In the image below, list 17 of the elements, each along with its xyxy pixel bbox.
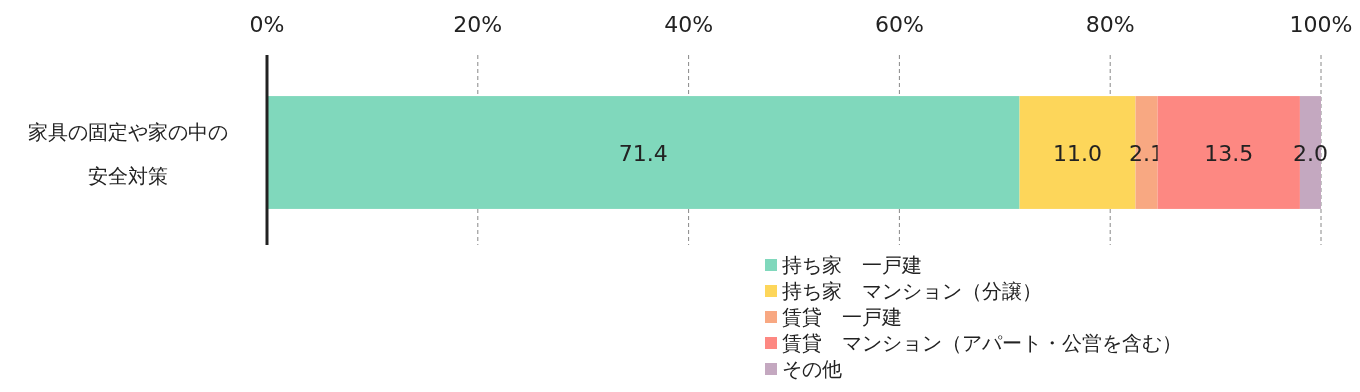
- x-tick-label: 100%: [1289, 12, 1353, 37]
- legend-label: 賃貸 マンション（アパート・公営を含む）: [782, 331, 1182, 355]
- x-tick-label: 40%: [664, 12, 714, 37]
- legend-label: 持ち家 一戸建: [782, 253, 922, 277]
- y-tick-label: 家具の固定や家の中の安全対策: [28, 119, 228, 188]
- data-label: 11.0: [1053, 140, 1103, 166]
- legend-label: その他: [782, 357, 842, 381]
- x-tick-label: 80%: [1085, 12, 1135, 37]
- data-label: 2.0: [1292, 140, 1328, 166]
- legend-label: 賃貸 一戸建: [782, 305, 902, 329]
- x-tick-label: 60%: [874, 12, 924, 37]
- data-label: 13.5: [1204, 140, 1254, 166]
- data-label: 71.4: [618, 140, 668, 166]
- bar: [267, 96, 1020, 209]
- x-tick-label: 0%: [249, 12, 285, 37]
- legend-label: 持ち家 マンション（分譲）: [782, 279, 1042, 303]
- x-tick-label: 20%: [453, 12, 503, 37]
